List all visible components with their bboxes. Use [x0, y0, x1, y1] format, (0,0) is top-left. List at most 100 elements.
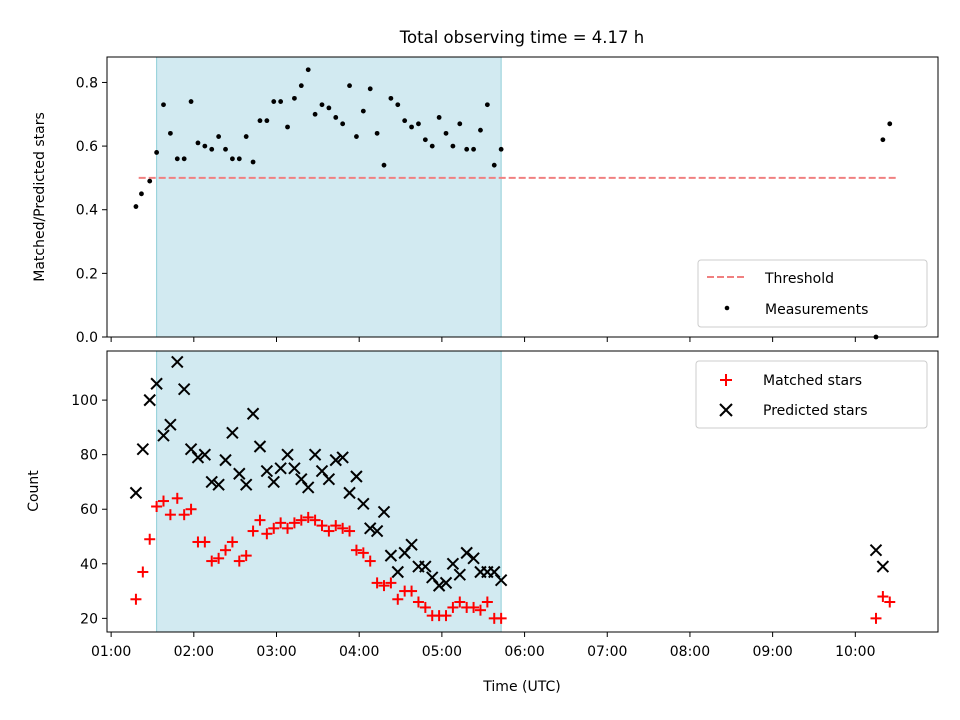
predicted-star-point	[350, 470, 363, 483]
predicted-stars-legend-marker	[719, 403, 733, 417]
measurement-point	[285, 124, 290, 130]
measurement-point	[354, 134, 359, 139]
y-tick-label: 40	[80, 557, 98, 573]
bottom-axes-frame	[106, 350, 939, 633]
matched-star-point	[199, 536, 211, 548]
chart-title: Total observing time = 4.17 h	[399, 28, 644, 47]
matched-star-point	[316, 520, 328, 532]
measurement-point	[333, 115, 339, 120]
predicted-star-point	[467, 552, 480, 565]
top-y-axis-label: Matched/Predicted stars	[32, 112, 48, 282]
x-tick-label: 01:00	[91, 644, 131, 660]
predicted-star-point	[494, 573, 508, 587]
matched-star-point	[151, 501, 163, 513]
bottom-legend-box	[695, 360, 928, 429]
x-tick-label: 08:00	[670, 644, 710, 660]
matched-star-point	[357, 547, 369, 559]
x-tick-label: 04:00	[339, 644, 379, 660]
matched-star-point	[364, 555, 376, 567]
predicted-star-point	[233, 467, 246, 480]
measurement-point	[243, 134, 249, 139]
matched-star-point	[288, 517, 300, 529]
top-legend-box	[697, 259, 928, 328]
predicted-star-point	[357, 497, 370, 510]
predicted-star-point	[246, 407, 260, 420]
measurement-point	[139, 191, 144, 197]
measurement-point	[188, 99, 194, 104]
predicted-stars-legend-label: Predicted stars	[763, 403, 868, 419]
matched-star-point	[158, 495, 170, 507]
predicted-star-point	[239, 478, 253, 491]
measurement-point	[880, 137, 886, 143]
measurement-point	[147, 178, 153, 184]
matched-star-point	[468, 601, 480, 613]
matched-star-point	[323, 525, 335, 537]
predicted-star-point	[267, 475, 280, 489]
measurement-point	[167, 130, 173, 136]
matched-star-point	[495, 612, 507, 624]
measurement-point	[319, 102, 325, 108]
matched-star-point	[144, 533, 156, 545]
predicted-star-point	[869, 543, 883, 557]
matched-star-point	[350, 544, 362, 556]
measurement-point	[154, 150, 160, 155]
predicted-star-point	[260, 464, 274, 478]
x-tick-label: 02:00	[174, 644, 214, 660]
matched-star-point	[378, 580, 390, 592]
y-tick-label: 100	[71, 393, 98, 409]
predicted-star-point	[329, 453, 342, 467]
matched-star-point	[481, 596, 493, 608]
predicted-star-point	[198, 448, 212, 461]
matched-star-point	[130, 593, 142, 605]
predicted-star-point	[164, 418, 177, 431]
top-legend: Threshold Measurements	[697, 259, 928, 328]
measurements-legend-label: Measurements	[765, 302, 868, 318]
predicted-star-point	[405, 538, 418, 551]
matched-star-point	[419, 601, 431, 613]
measurement-point	[195, 140, 201, 146]
measurement-point	[471, 146, 476, 152]
observing-window-shade	[156, 56, 502, 338]
measurement-point	[484, 102, 490, 108]
measurement-point	[133, 204, 139, 209]
measurement-point	[236, 156, 242, 162]
predicted-star-point	[212, 478, 225, 491]
measurement-point	[422, 137, 428, 143]
y-tick-label: 0.0	[76, 330, 98, 346]
measurement-point	[312, 111, 318, 117]
matched-star-point	[268, 522, 280, 534]
predicted-star-point	[370, 524, 384, 538]
measurement-point	[223, 146, 228, 152]
measurement-point	[436, 115, 442, 120]
matched-star-point	[877, 591, 889, 603]
matched-star-point	[226, 536, 238, 548]
matched-star-point	[412, 596, 424, 608]
predicted-star-point	[343, 486, 356, 500]
measurement-point	[887, 121, 893, 127]
measurement-point	[416, 121, 421, 127]
predicted-star-point	[322, 473, 336, 486]
measurement-point	[174, 156, 180, 162]
measurement-point	[381, 162, 387, 168]
measurement-point	[409, 124, 414, 130]
predicted-star-point	[384, 549, 398, 562]
predicted-star-point	[205, 475, 218, 489]
bottom-legend: Matched stars Predicted stars	[695, 360, 928, 429]
matched-star-point	[171, 492, 183, 504]
matched-star-point	[185, 503, 197, 515]
matched-star-point	[247, 525, 259, 537]
matched-stars-legend-label: Matched stars	[763, 373, 862, 389]
matched-star-point	[254, 514, 266, 526]
measurement-point	[202, 143, 208, 149]
predicted-star-point	[446, 557, 460, 571]
matched-star-point	[440, 610, 452, 622]
predicted-star-point	[364, 522, 377, 535]
predicted-star-point	[301, 481, 315, 494]
predicted-star-point	[453, 568, 467, 581]
predicted-star-point	[281, 448, 294, 461]
matched-star-point	[220, 544, 232, 556]
bottom-y-axis-label: Count	[26, 470, 42, 512]
x-tick-label: 07:00	[587, 644, 627, 660]
measurement-point	[388, 95, 394, 101]
